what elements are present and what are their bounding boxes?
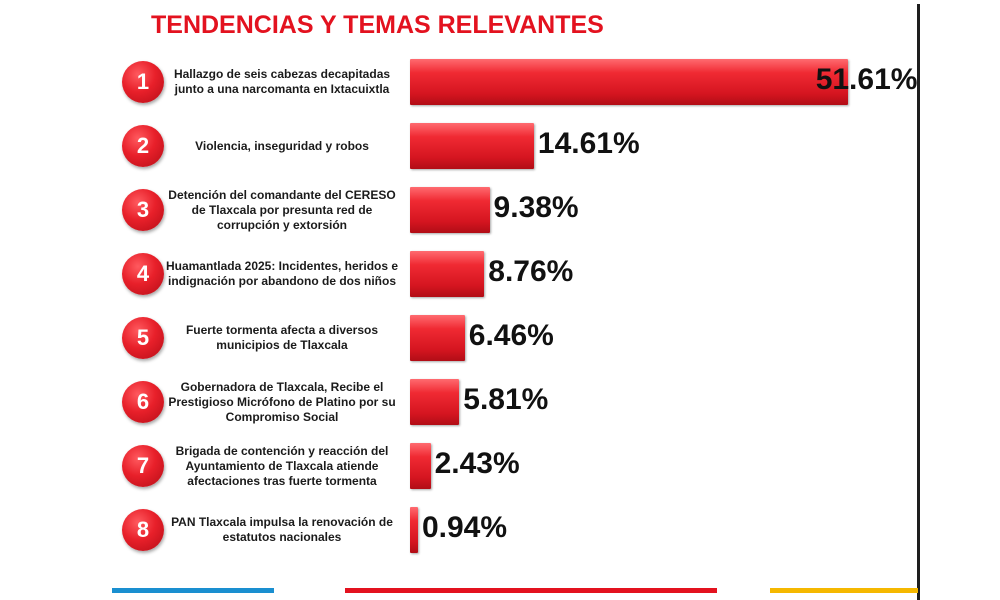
right-divider bbox=[917, 4, 920, 600]
category-label: Gobernadora de Tlaxcala, Recibe el Prest… bbox=[168, 379, 396, 424]
value-label: 0.94% bbox=[421, 511, 508, 544]
bar bbox=[410, 507, 418, 553]
bar bbox=[410, 123, 534, 169]
bar bbox=[410, 379, 460, 425]
bar bbox=[410, 59, 848, 105]
footer-strip-yellow bbox=[770, 588, 918, 593]
value-label: 8.76% bbox=[488, 255, 574, 288]
footer-strip-blue bbox=[112, 588, 274, 593]
rank-badge: 1 bbox=[122, 61, 164, 103]
bar bbox=[410, 187, 490, 233]
value-label: 51.61% bbox=[815, 63, 918, 96]
chart-title: TENDENCIAS Y TEMAS RELEVANTES bbox=[151, 11, 604, 39]
category-label: Brigada de contención y reacción del Ayu… bbox=[175, 443, 389, 488]
rank-badge: 5 bbox=[122, 317, 164, 359]
bar bbox=[410, 315, 465, 361]
rank-badge: 2 bbox=[122, 125, 164, 167]
category-label: Violencia, inseguridad y robos bbox=[195, 138, 369, 153]
category-label: Hallazgo de seis cabezas decapitadas jun… bbox=[173, 67, 391, 96]
rank-badge: 4 bbox=[122, 253, 164, 295]
value-label: 2.43% bbox=[434, 447, 520, 480]
category-label: Detención del comandante del CERESO de T… bbox=[168, 187, 396, 232]
rank-badge: 7 bbox=[122, 445, 164, 487]
value-label: 14.61% bbox=[537, 127, 640, 160]
rank-badge: 3 bbox=[122, 189, 164, 231]
bar bbox=[410, 443, 431, 489]
category-label: PAN Tlaxcala impulsa la renovación de es… bbox=[171, 515, 393, 544]
value-label: 9.38% bbox=[493, 191, 579, 224]
bar bbox=[410, 251, 485, 297]
rank-badge: 6 bbox=[122, 381, 164, 423]
value-label: 6.46% bbox=[468, 319, 554, 352]
rank-badge: 8 bbox=[122, 509, 164, 551]
value-label: 5.81% bbox=[463, 383, 549, 416]
footer-strip-red bbox=[345, 588, 717, 593]
category-label: Fuerte tormenta afecta a diversos munici… bbox=[185, 323, 379, 352]
category-label: Huamantlada 2025: Incidentes, heridos e … bbox=[165, 259, 399, 288]
